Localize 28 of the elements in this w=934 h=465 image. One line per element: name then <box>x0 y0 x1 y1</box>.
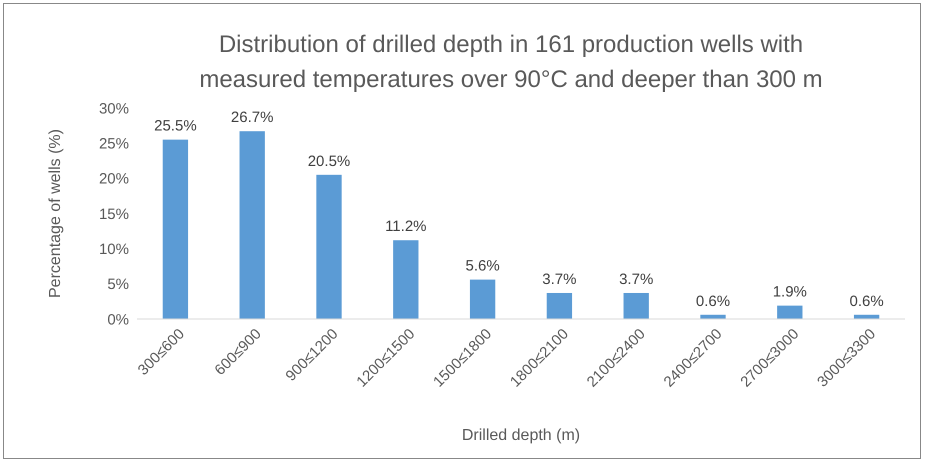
y-axis-title: Percentage of wells (%) <box>47 129 64 298</box>
y-tick-label: 15% <box>98 206 129 223</box>
y-tick-label: 25% <box>98 135 129 152</box>
bar <box>546 292 572 319</box>
data-label: 5.6% <box>466 258 500 275</box>
data-label: 20.5% <box>308 152 350 170</box>
x-axis-title: Drilled depth (m) <box>462 427 580 444</box>
chart-title: Distribution of drilled depth in 161 production wells with measured temperatures over 90°C and deeper than 300 m <box>199 31 823 93</box>
data-label: 25.5% <box>154 118 197 135</box>
data-label: 3.7% <box>619 270 654 288</box>
y-tick-label: 20% <box>98 170 129 188</box>
bar <box>777 306 802 319</box>
bar <box>470 280 496 319</box>
data-label: 26.7% <box>230 109 274 126</box>
bar <box>240 131 265 319</box>
data-label: 1.9% <box>772 284 807 301</box>
y-tick-label: 10% <box>98 240 129 258</box>
bar <box>162 140 188 319</box>
y-tick-label: 0% <box>107 311 129 328</box>
bar <box>316 174 342 319</box>
bar <box>624 292 649 319</box>
bar <box>393 240 418 319</box>
y-tick-label: 30% <box>98 100 129 118</box>
y-tick-label: 5% <box>107 276 129 294</box>
data-label: 0.6% <box>850 292 884 310</box>
data-label: 11.2% <box>385 218 427 236</box>
data-label: 3.7% <box>542 270 576 288</box>
data-label: 0.6% <box>696 292 730 310</box>
